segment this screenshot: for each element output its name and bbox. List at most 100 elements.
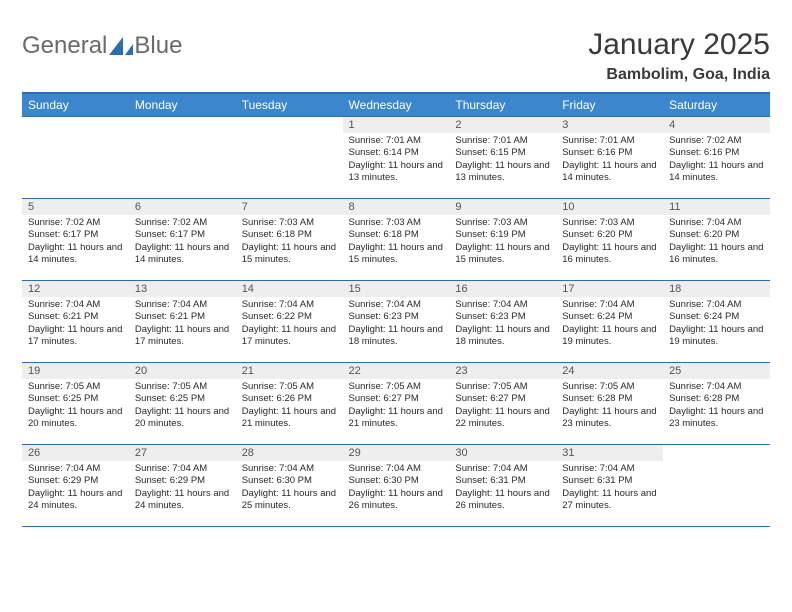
day-number: 30: [449, 445, 556, 461]
weekday-header: Saturday: [663, 93, 770, 117]
day-number: 27: [129, 445, 236, 461]
day-number: 9: [449, 199, 556, 215]
day-number: 17: [556, 281, 663, 297]
day-number: 3: [556, 117, 663, 133]
day-details: Sunrise: 7:04 AMSunset: 6:20 PMDaylight:…: [663, 215, 770, 270]
day-details: Sunrise: 7:01 AMSunset: 6:14 PMDaylight:…: [343, 133, 450, 188]
empty-cell: [663, 445, 770, 527]
weekday-header: Monday: [129, 93, 236, 117]
day-cell: 6Sunrise: 7:02 AMSunset: 6:17 PMDaylight…: [129, 199, 236, 281]
day-cell: 7Sunrise: 7:03 AMSunset: 6:18 PMDaylight…: [236, 199, 343, 281]
day-cell: 28Sunrise: 7:04 AMSunset: 6:30 PMDayligh…: [236, 445, 343, 527]
day-details: Sunrise: 7:03 AMSunset: 6:20 PMDaylight:…: [556, 215, 663, 270]
calendar-row: 1Sunrise: 7:01 AMSunset: 6:14 PMDaylight…: [22, 117, 770, 199]
weekday-header: Thursday: [449, 93, 556, 117]
day-details: Sunrise: 7:02 AMSunset: 6:17 PMDaylight:…: [129, 215, 236, 270]
day-cell: 17Sunrise: 7:04 AMSunset: 6:24 PMDayligh…: [556, 281, 663, 363]
day-cell: 29Sunrise: 7:04 AMSunset: 6:30 PMDayligh…: [343, 445, 450, 527]
day-details: Sunrise: 7:04 AMSunset: 6:24 PMDaylight:…: [556, 297, 663, 352]
day-details: Sunrise: 7:05 AMSunset: 6:28 PMDaylight:…: [556, 379, 663, 434]
day-cell: 12Sunrise: 7:04 AMSunset: 6:21 PMDayligh…: [22, 281, 129, 363]
day-number: 13: [129, 281, 236, 297]
day-cell: 13Sunrise: 7:04 AMSunset: 6:21 PMDayligh…: [129, 281, 236, 363]
day-number: 8: [343, 199, 450, 215]
day-details: Sunrise: 7:05 AMSunset: 6:26 PMDaylight:…: [236, 379, 343, 434]
day-cell: 14Sunrise: 7:04 AMSunset: 6:22 PMDayligh…: [236, 281, 343, 363]
day-number: 16: [449, 281, 556, 297]
weekday-row: SundayMondayTuesdayWednesdayThursdayFrid…: [22, 93, 770, 117]
logo-text-1: General: [22, 32, 107, 60]
day-cell: 18Sunrise: 7:04 AMSunset: 6:24 PMDayligh…: [663, 281, 770, 363]
day-details: Sunrise: 7:04 AMSunset: 6:29 PMDaylight:…: [129, 461, 236, 516]
day-number: 28: [236, 445, 343, 461]
day-details: Sunrise: 7:04 AMSunset: 6:31 PMDaylight:…: [449, 461, 556, 516]
day-number: 18: [663, 281, 770, 297]
day-cell: 23Sunrise: 7:05 AMSunset: 6:27 PMDayligh…: [449, 363, 556, 445]
day-details: Sunrise: 7:05 AMSunset: 6:25 PMDaylight:…: [22, 379, 129, 434]
calendar-row: 26Sunrise: 7:04 AMSunset: 6:29 PMDayligh…: [22, 445, 770, 527]
day-details: Sunrise: 7:04 AMSunset: 6:23 PMDaylight:…: [343, 297, 450, 352]
day-details: Sunrise: 7:03 AMSunset: 6:18 PMDaylight:…: [236, 215, 343, 270]
title-block: January 2025 Bambolim, Goa, India: [588, 28, 770, 84]
day-number: 4: [663, 117, 770, 133]
day-cell: 24Sunrise: 7:05 AMSunset: 6:28 PMDayligh…: [556, 363, 663, 445]
day-number: 19: [22, 363, 129, 379]
calendar-body: 1Sunrise: 7:01 AMSunset: 6:14 PMDaylight…: [22, 117, 770, 527]
day-details: Sunrise: 7:04 AMSunset: 6:30 PMDaylight:…: [343, 461, 450, 516]
day-number: 12: [22, 281, 129, 297]
location-label: Bambolim, Goa, India: [588, 66, 770, 84]
day-number: 7: [236, 199, 343, 215]
day-details: Sunrise: 7:04 AMSunset: 6:22 PMDaylight:…: [236, 297, 343, 352]
header: General Blue January 2025 Bambolim, Goa,…: [22, 28, 770, 84]
day-details: Sunrise: 7:04 AMSunset: 6:24 PMDaylight:…: [663, 297, 770, 352]
day-number: 21: [236, 363, 343, 379]
day-details: Sunrise: 7:02 AMSunset: 6:16 PMDaylight:…: [663, 133, 770, 188]
day-cell: 22Sunrise: 7:05 AMSunset: 6:27 PMDayligh…: [343, 363, 450, 445]
calendar-row: 19Sunrise: 7:05 AMSunset: 6:25 PMDayligh…: [22, 363, 770, 445]
day-cell: 25Sunrise: 7:04 AMSunset: 6:28 PMDayligh…: [663, 363, 770, 445]
day-details: Sunrise: 7:05 AMSunset: 6:25 PMDaylight:…: [129, 379, 236, 434]
day-details: Sunrise: 7:01 AMSunset: 6:15 PMDaylight:…: [449, 133, 556, 188]
day-details: Sunrise: 7:04 AMSunset: 6:30 PMDaylight:…: [236, 461, 343, 516]
day-number: 22: [343, 363, 450, 379]
calendar-table: SundayMondayTuesdayWednesdayThursdayFrid…: [22, 92, 770, 527]
day-number: 20: [129, 363, 236, 379]
logo-text-2: Blue: [134, 32, 182, 60]
weekday-header: Tuesday: [236, 93, 343, 117]
day-number: 15: [343, 281, 450, 297]
day-number: 14: [236, 281, 343, 297]
day-cell: 1Sunrise: 7:01 AMSunset: 6:14 PMDaylight…: [343, 117, 450, 199]
day-details: Sunrise: 7:04 AMSunset: 6:28 PMDaylight:…: [663, 379, 770, 434]
day-details: Sunrise: 7:02 AMSunset: 6:17 PMDaylight:…: [22, 215, 129, 270]
day-cell: 8Sunrise: 7:03 AMSunset: 6:18 PMDaylight…: [343, 199, 450, 281]
day-number: 23: [449, 363, 556, 379]
calendar-row: 5Sunrise: 7:02 AMSunset: 6:17 PMDaylight…: [22, 199, 770, 281]
day-number: 11: [663, 199, 770, 215]
day-cell: 9Sunrise: 7:03 AMSunset: 6:19 PMDaylight…: [449, 199, 556, 281]
day-details: Sunrise: 7:05 AMSunset: 6:27 PMDaylight:…: [343, 379, 450, 434]
empty-cell: [236, 117, 343, 199]
day-cell: 30Sunrise: 7:04 AMSunset: 6:31 PMDayligh…: [449, 445, 556, 527]
logo: General Blue: [22, 32, 182, 60]
day-number: 31: [556, 445, 663, 461]
day-number: 25: [663, 363, 770, 379]
calendar-row: 12Sunrise: 7:04 AMSunset: 6:21 PMDayligh…: [22, 281, 770, 363]
weekday-header: Wednesday: [343, 93, 450, 117]
weekday-header: Friday: [556, 93, 663, 117]
logo-sail-icon: [109, 37, 133, 55]
day-number: 5: [22, 199, 129, 215]
day-number: 24: [556, 363, 663, 379]
calendar-page: General Blue January 2025 Bambolim, Goa,…: [0, 0, 792, 547]
day-details: Sunrise: 7:04 AMSunset: 6:29 PMDaylight:…: [22, 461, 129, 516]
day-cell: 15Sunrise: 7:04 AMSunset: 6:23 PMDayligh…: [343, 281, 450, 363]
day-cell: 4Sunrise: 7:02 AMSunset: 6:16 PMDaylight…: [663, 117, 770, 199]
weekday-header: Sunday: [22, 93, 129, 117]
day-details: Sunrise: 7:04 AMSunset: 6:21 PMDaylight:…: [22, 297, 129, 352]
day-cell: 31Sunrise: 7:04 AMSunset: 6:31 PMDayligh…: [556, 445, 663, 527]
day-details: Sunrise: 7:03 AMSunset: 6:19 PMDaylight:…: [449, 215, 556, 270]
day-details: Sunrise: 7:04 AMSunset: 6:31 PMDaylight:…: [556, 461, 663, 516]
empty-cell: [129, 117, 236, 199]
day-details: Sunrise: 7:03 AMSunset: 6:18 PMDaylight:…: [343, 215, 450, 270]
day-number: 10: [556, 199, 663, 215]
day-cell: 11Sunrise: 7:04 AMSunset: 6:20 PMDayligh…: [663, 199, 770, 281]
